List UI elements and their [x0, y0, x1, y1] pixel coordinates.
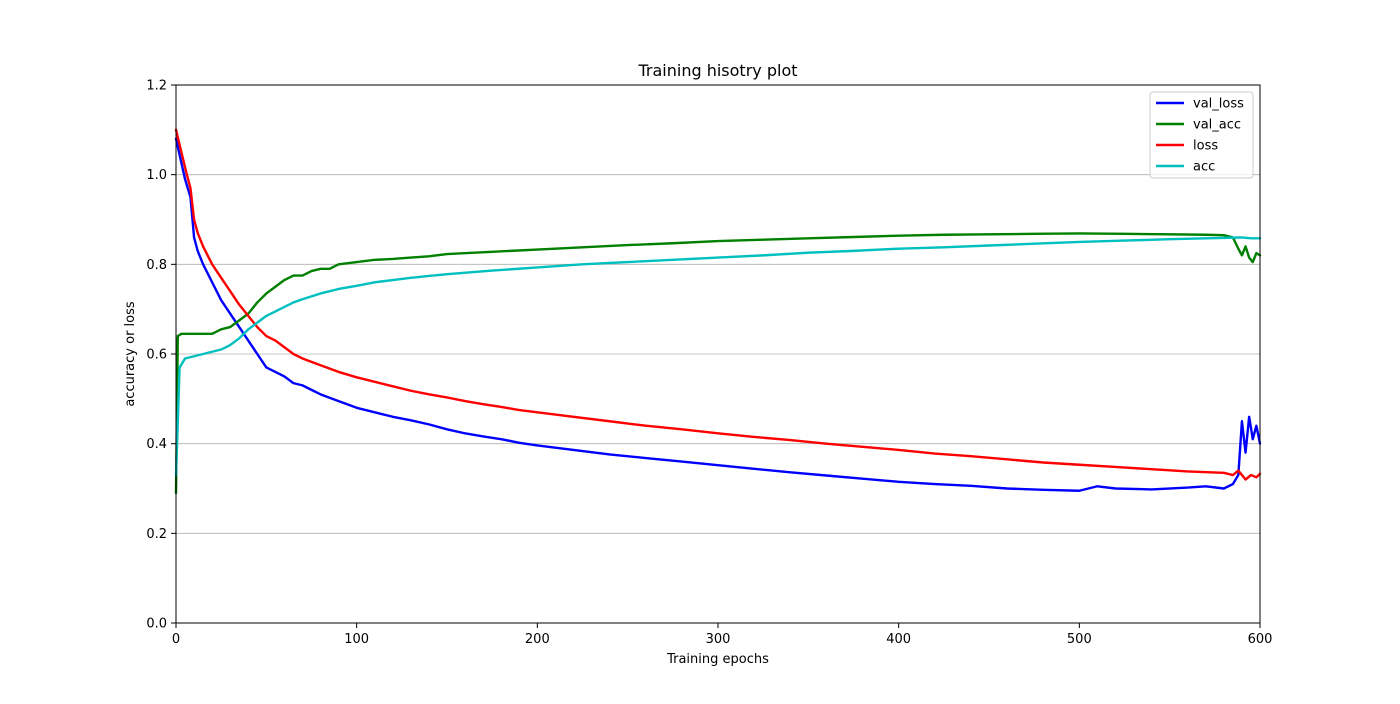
series-lines [174, 128, 1262, 495]
axis-ticks: 0 100 200 300 400 500 600 0.0 0.2 0.4 0.6 0.8 1.0 1.2 [146, 79, 1272, 648]
legend-label-val-acc: val_acc [1193, 118, 1241, 133]
grid-lines [176, 174, 1260, 534]
x-tick-label-1: 100 [344, 632, 369, 647]
y-tick-label-6: 1.2 [146, 79, 167, 94]
y-tick-label-1: 0.2 [146, 527, 167, 542]
x-tick-label-0: 0 [172, 632, 180, 647]
legend-label-val-loss: val_loss [1193, 97, 1244, 112]
series-line-loss [174, 128, 1262, 481]
x-tick-label-5: 500 [1067, 632, 1092, 647]
y-tick-label-3: 0.6 [146, 348, 167, 363]
x-axis-label: Training epochs [666, 652, 769, 667]
x-tick-label-3: 300 [706, 632, 731, 647]
y-axis-label: accuracy or loss [123, 301, 138, 407]
x-tick-label-6: 600 [1248, 632, 1273, 647]
y-tick-label-0: 0.0 [146, 617, 167, 632]
series-line-acc [174, 236, 1262, 477]
x-tick-label-4: 400 [886, 632, 911, 647]
series-line-val-loss [174, 137, 1262, 492]
chart-title: Training hisotry plot [638, 61, 798, 80]
x-tick-label-2: 200 [525, 632, 550, 647]
y-tick-label-4: 0.8 [146, 258, 167, 273]
series-line-val-acc [174, 232, 1262, 495]
legend-box [1149, 91, 1254, 179]
legend-label-loss: loss [1193, 139, 1218, 154]
legend-label-acc: acc [1193, 160, 1215, 175]
y-tick-label-2: 0.4 [146, 437, 167, 452]
y-tick-label-5: 1.0 [146, 168, 167, 183]
